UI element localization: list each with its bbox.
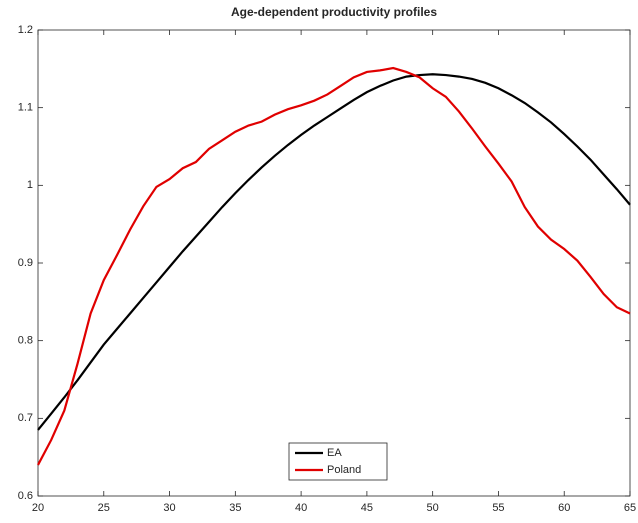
x-tick-label: 60 bbox=[558, 502, 570, 514]
legend-label: Poland bbox=[327, 464, 361, 476]
series-line bbox=[37, 66, 631, 466]
x-tick-label: 30 bbox=[163, 502, 175, 514]
y-tick-label: 0.9 bbox=[18, 257, 33, 269]
x-tick-label: 40 bbox=[295, 502, 307, 514]
x-tick-label: 20 bbox=[32, 502, 44, 514]
x-tick-label: 50 bbox=[427, 502, 439, 514]
y-tick-label: 1.1 bbox=[18, 102, 33, 114]
x-tick-label: 65 bbox=[624, 502, 636, 514]
x-tick-label: 35 bbox=[229, 502, 241, 514]
y-tick-label: 1 bbox=[27, 179, 33, 191]
y-tick-label: 0.7 bbox=[18, 412, 33, 424]
chart-title: Age-dependent productivity profiles bbox=[231, 5, 437, 19]
legend: EA Poland bbox=[288, 442, 388, 481]
plot-area bbox=[37, 29, 631, 497]
x-tick-label: 45 bbox=[361, 502, 373, 514]
y-tick-label: 1.2 bbox=[18, 24, 33, 36]
x-tick-label: 55 bbox=[492, 502, 504, 514]
legend-box bbox=[288, 442, 388, 481]
series-line bbox=[37, 73, 631, 431]
y-tick-label: 0.8 bbox=[18, 335, 33, 347]
x-tick-label: 25 bbox=[98, 502, 110, 514]
legend-label: EA bbox=[327, 447, 342, 459]
y-tick-label: 0.6 bbox=[18, 490, 33, 502]
